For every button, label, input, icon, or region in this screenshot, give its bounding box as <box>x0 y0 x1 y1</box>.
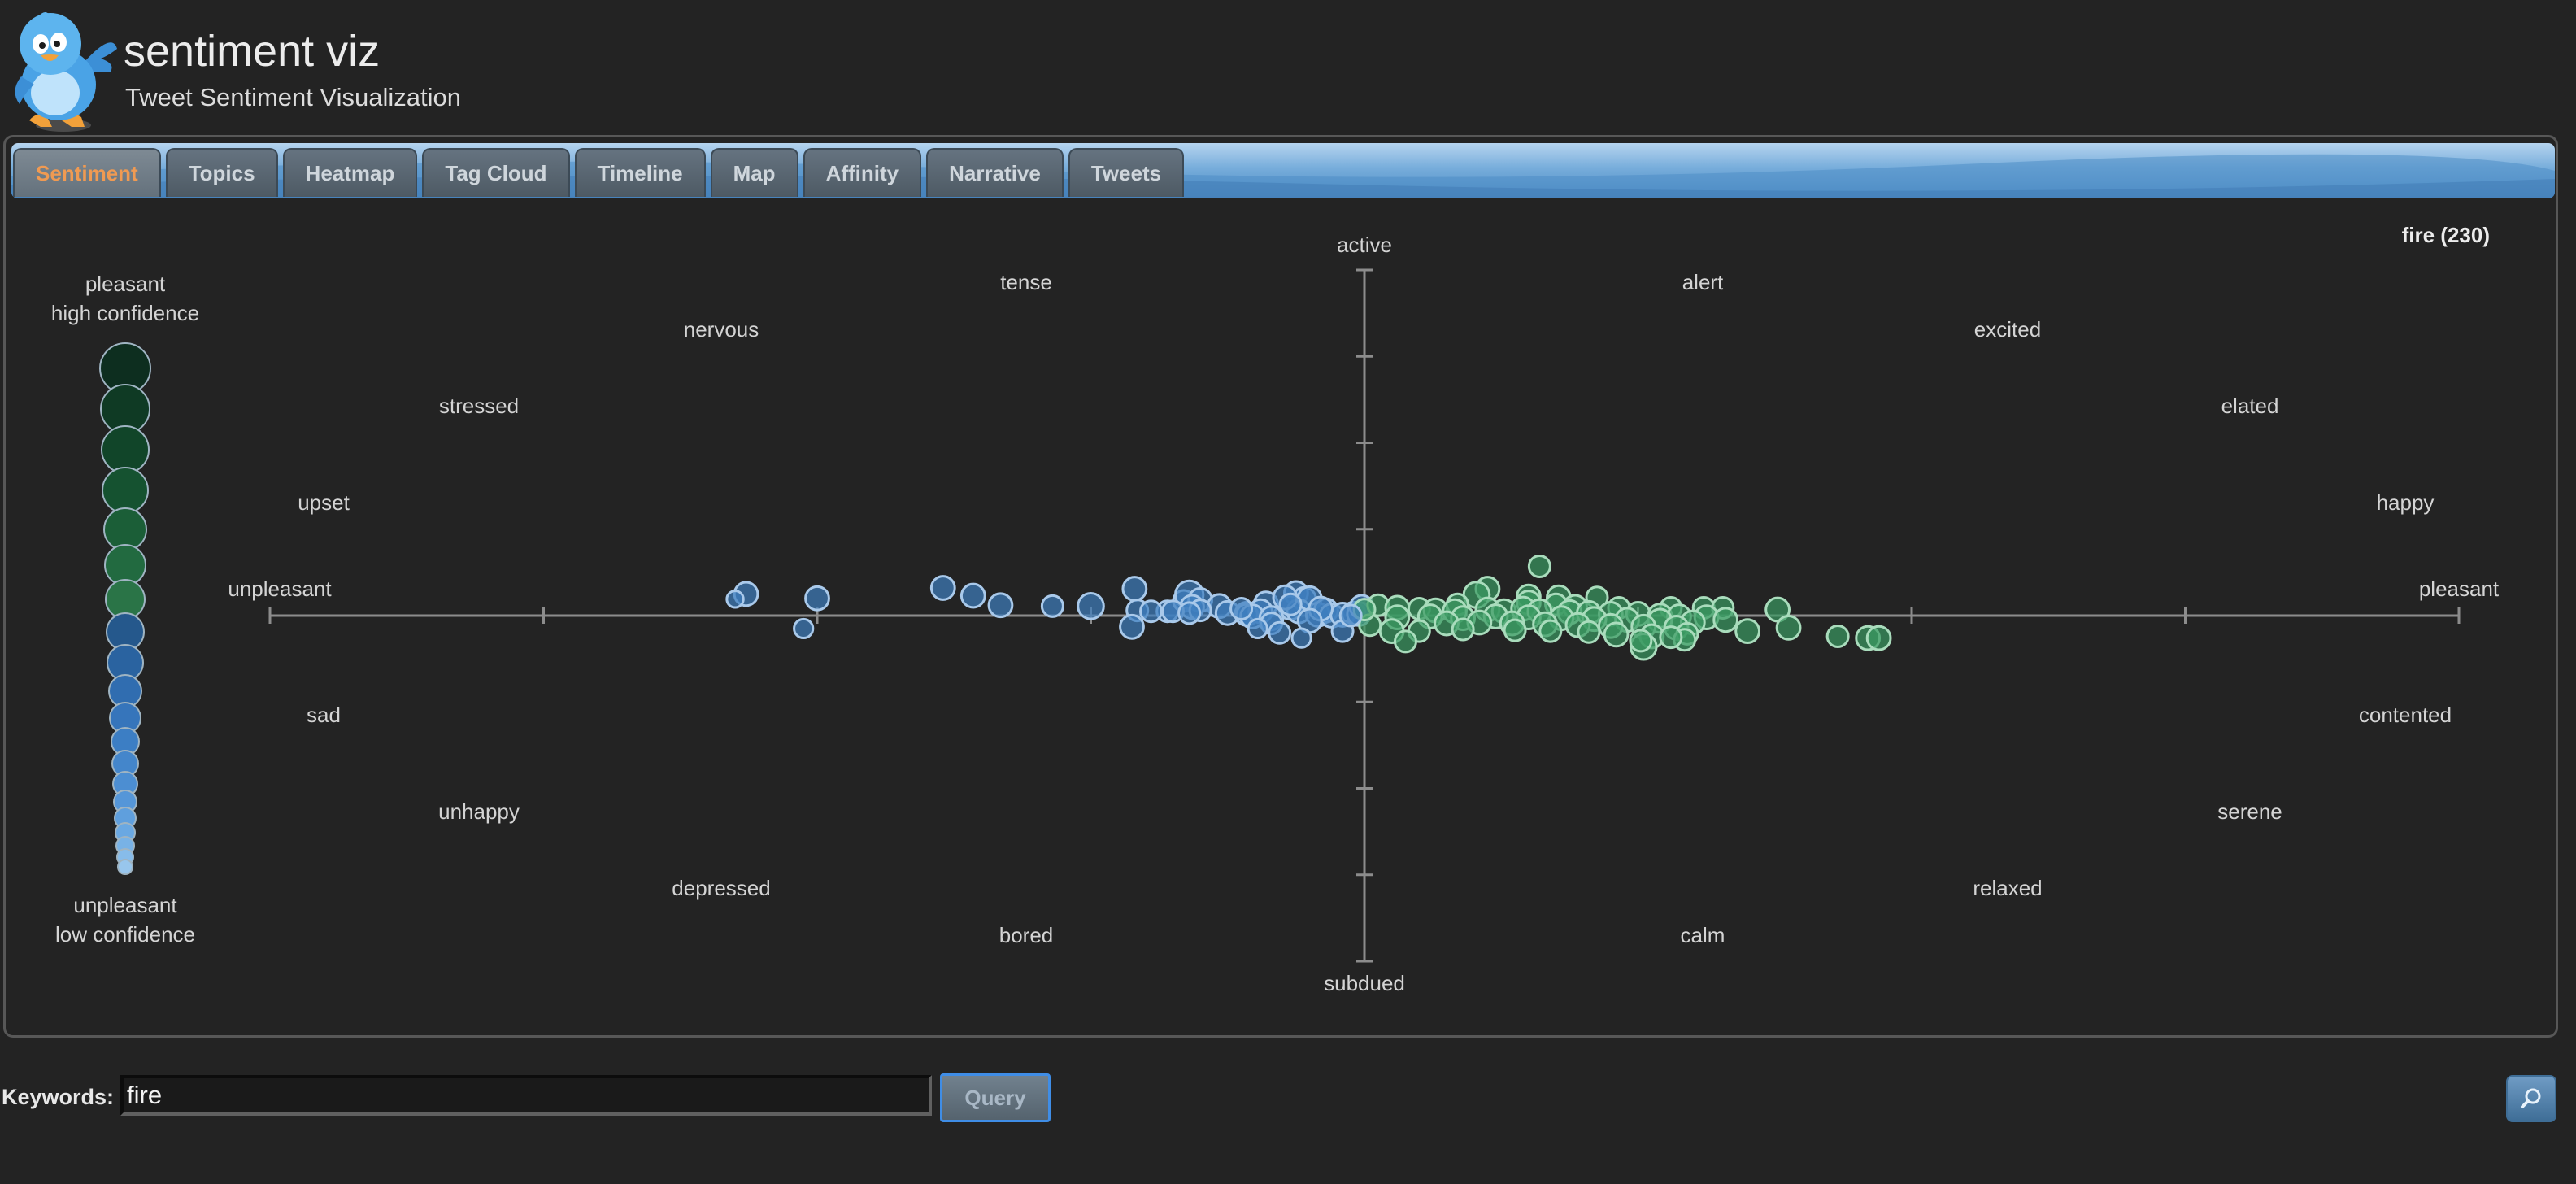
tab-map[interactable]: Map <box>710 148 798 197</box>
app-title: sentiment viz <box>124 27 381 76</box>
query-button[interactable]: Query <box>940 1073 1051 1122</box>
tab-timeline[interactable]: Timeline <box>574 148 706 197</box>
twitter-bird-icon <box>15 12 117 132</box>
tab-topics[interactable]: Topics <box>165 148 278 197</box>
app-subtitle: Tweet Sentiment Visualization <box>125 83 461 111</box>
tab-sentiment[interactable]: Sentiment <box>13 148 161 197</box>
keywords-input[interactable] <box>120 1075 932 1116</box>
tab-bar: Sentiment Topics Heatmap Tag Cloud Timel… <box>11 143 2555 198</box>
tab-heatmap[interactable]: Heatmap <box>282 148 418 197</box>
tab-tag-cloud[interactable]: Tag Cloud <box>422 148 570 197</box>
keywords-label: Keywords: <box>2 1085 115 1109</box>
tab-affinity[interactable]: Affinity <box>803 148 922 197</box>
visualization-panel <box>3 135 2558 1038</box>
tab-tweets[interactable]: Tweets <box>1068 148 1185 197</box>
magnifier-icon <box>2521 1088 2541 1108</box>
tab-narrative[interactable]: Narrative <box>926 148 1064 197</box>
zoom-button[interactable] <box>2506 1075 2556 1122</box>
